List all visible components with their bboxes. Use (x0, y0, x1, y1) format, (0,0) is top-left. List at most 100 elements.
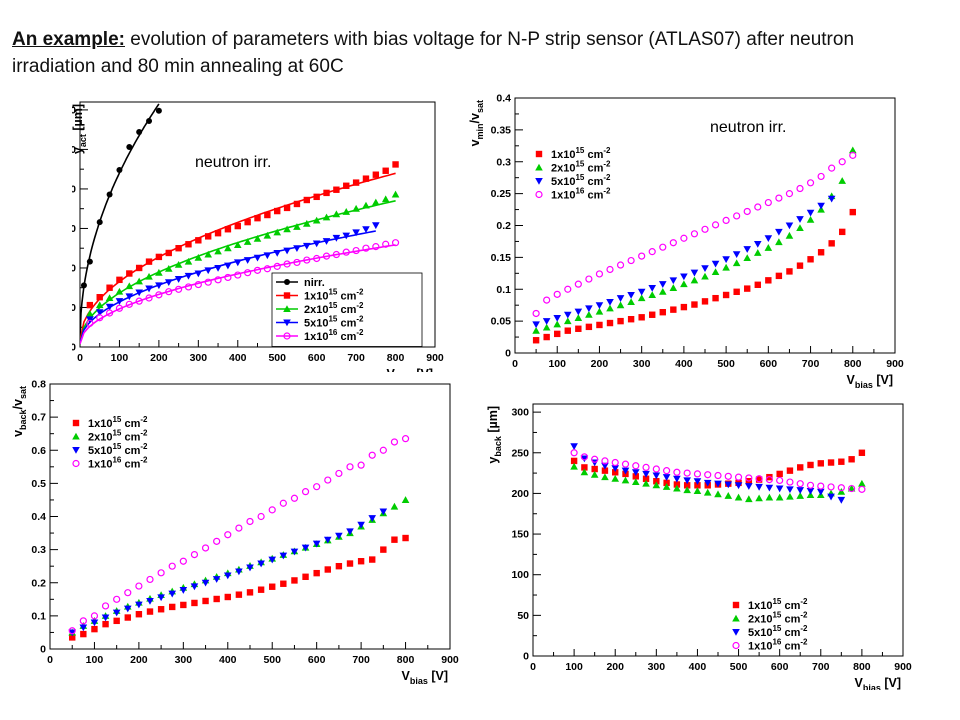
data-point-5x10-15-cm-2 (372, 222, 380, 230)
data-point-1x10-16-cm-2 (101, 602, 110, 610)
data-point-1x10-16-cm-2 (606, 265, 614, 274)
data-point-2x10-15-cm-2 (690, 276, 699, 284)
data-point-1x10-15-cm-2 (391, 536, 398, 543)
data-point-1x10-16-cm-2 (357, 461, 365, 469)
data-point-2x10-15-cm-2 (775, 493, 784, 501)
legend-label: 1x1015 cm-2 (88, 415, 148, 430)
legend-label: nirr. (304, 277, 325, 289)
data-point-1x10-15-cm-2 (797, 464, 804, 471)
data-point-1x10-15-cm-2 (91, 625, 98, 633)
data-point-1x10-16-cm-2 (680, 234, 688, 242)
data-point-2x10-15-cm-2 (786, 492, 794, 500)
y-tick-label: 200 (511, 488, 529, 500)
data-point-2x10-15-cm-2 (837, 487, 846, 495)
data-point-2x10-15-cm-2 (342, 208, 351, 215)
data-point-1x10-15-cm-2 (254, 214, 261, 222)
data-point-1x10-15-cm-2 (554, 330, 561, 338)
data-point-1x10-16-cm-2 (849, 151, 857, 159)
data-point-5x10-15-cm-2 (683, 477, 691, 485)
data-point-1x10-16-cm-2 (669, 239, 677, 247)
data-point-1x10-15-cm-2 (786, 268, 793, 275)
data-point-1x10-16-cm-2 (806, 179, 815, 187)
data-point-2x10-15-cm-2 (553, 320, 562, 328)
data-point-2x10-15-cm-2 (214, 247, 222, 255)
data-point-1x10-16-cm-2 (293, 258, 301, 267)
plot-area-yact (80, 103, 400, 345)
x-tick-label: 600 (771, 661, 789, 673)
data-point-1x10-15-cm-2 (827, 459, 835, 466)
data-point-5x10-15-cm-2 (145, 285, 153, 293)
data-point-5x10-15-cm-2 (322, 238, 331, 245)
x-tick-label: 900 (426, 352, 444, 364)
data-point-5x10-15-cm-2 (734, 482, 743, 490)
x-tick-label: 0 (47, 654, 53, 666)
data-point-1x10-16-cm-2 (204, 278, 212, 286)
data-point-2x10-15-cm-2 (669, 284, 678, 291)
data-point-2x10-15-cm-2 (627, 298, 635, 305)
data-point-1x10-15-cm-2 (776, 470, 783, 478)
data-point-1x10-16-cm-2 (244, 269, 252, 277)
data-point-2x10-15-cm-2 (734, 493, 743, 501)
data-point-1x10-16-cm-2 (214, 276, 222, 284)
data-point-1x10-16-cm-2 (268, 506, 276, 514)
data-point-1x10-15-cm-2 (701, 298, 709, 305)
data-point-1x10-16-cm-2 (332, 250, 340, 259)
data-point-1x10-16-cm-2 (391, 239, 400, 247)
data-point-5x10-15-cm-2 (342, 232, 351, 240)
data-point-1x10-15-cm-2 (333, 186, 340, 193)
data-point-2x10-15-cm-2 (283, 225, 291, 233)
data-point-1x10-16-cm-2 (659, 243, 667, 251)
data-point-5x10-15-cm-2 (146, 597, 154, 605)
data-point-5x10-15-cm-2 (201, 579, 210, 587)
data-point-1x10-16-cm-2 (683, 469, 691, 477)
data-point-1x10-15-cm-2 (283, 204, 291, 212)
data-point-1x10-16-cm-2 (837, 484, 845, 492)
data-point-1x10-16-cm-2 (621, 460, 630, 468)
data-point-1x10-15-cm-2 (754, 281, 761, 288)
data-point-1x10-15-cm-2 (135, 264, 143, 272)
data-point-5x10-15-cm-2 (105, 303, 114, 311)
data-point-1x10-16-cm-2 (743, 207, 751, 216)
data-point-1x10-16-cm-2 (711, 221, 720, 229)
data-point-1x10-15-cm-2 (157, 606, 165, 613)
plot-area-yback (570, 443, 866, 504)
data-point-1x10-15-cm-2 (313, 193, 320, 201)
data-point-5x10-15-cm-2 (796, 487, 805, 494)
data-point-2x10-15-cm-2 (648, 291, 657, 298)
y-tick-label: 0.3 (496, 156, 511, 168)
data-point-1x10-16-cm-2 (733, 212, 741, 220)
data-point-1x10-16-cm-2 (165, 288, 173, 296)
data-point-1x10-16-cm-2 (90, 612, 99, 620)
data-point-1x10-16-cm-2 (775, 194, 783, 202)
plot-area-vback (68, 435, 410, 641)
data-point-1x10-16-cm-2 (362, 244, 370, 252)
data-point-5x10-15-cm-2 (95, 309, 104, 317)
data-point-2x10-15-cm-2 (204, 250, 212, 258)
data-point-nirr- (146, 117, 153, 124)
data-point-2x10-15-cm-2 (847, 484, 856, 492)
x-tick-label: 100 (548, 358, 566, 370)
legend-label: 1x1016 cm-2 (748, 638, 808, 653)
legend-marker (283, 332, 291, 340)
data-point-5x10-15-cm-2 (732, 251, 741, 258)
x-axis-label: Vbias [V] (847, 373, 894, 390)
data-point-1x10-15-cm-2 (627, 316, 635, 323)
data-point-5x10-15-cm-2 (246, 564, 254, 572)
data-point-1x10-15-cm-2 (673, 481, 681, 488)
data-point-1x10-16-cm-2 (201, 544, 210, 552)
chart-svg-vmin: 0 100 200 300 400 500 600 700 800 900 0 0.05 0.1 0.15… (468, 93, 904, 391)
data-point-2x10-15-cm-2 (616, 301, 625, 309)
annotation-neutron-irr: neutron irr. (710, 119, 786, 136)
data-point-2x10-15-cm-2 (312, 216, 321, 224)
data-point-5x10-15-cm-2 (101, 614, 110, 622)
legend-marker (732, 601, 740, 609)
legend-marker (535, 178, 543, 185)
data-point-1x10-16-cm-2 (115, 304, 124, 312)
data-point-1x10-15-cm-2 (124, 614, 131, 621)
data-point-2x10-15-cm-2 (848, 146, 857, 154)
legend-label: 5x1015 cm-2 (748, 624, 808, 639)
x-tick-label: 400 (675, 358, 693, 370)
data-point-5x10-15-cm-2 (224, 262, 232, 270)
x-tick-label: 100 (86, 654, 104, 666)
data-point-1x10-15-cm-2 (817, 249, 825, 256)
